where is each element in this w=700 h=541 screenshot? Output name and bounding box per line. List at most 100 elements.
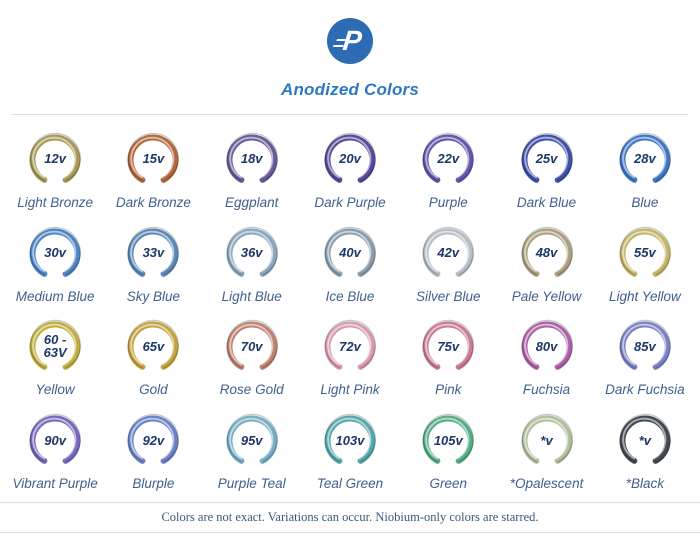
ring-image: 90v xyxy=(25,411,85,471)
ring-image: 85v xyxy=(615,317,675,377)
color-name: Purple xyxy=(428,194,468,210)
voltage-label: 105v xyxy=(433,432,463,448)
color-name: Gold xyxy=(139,382,168,398)
color-swatch: 103v Teal Green xyxy=(301,411,399,491)
ring-image: 48v xyxy=(517,224,577,284)
color-swatch: *v *Black xyxy=(596,411,694,491)
color-name: Dark Bronze xyxy=(115,194,191,210)
color-swatch: 70v Rose Gold xyxy=(203,317,301,397)
voltage-label: 72v xyxy=(339,338,361,354)
ring-image: 72v xyxy=(320,317,380,377)
color-swatch: 65v Gold xyxy=(104,317,202,397)
ring-image: 65v xyxy=(123,317,183,377)
ring-image: 30v xyxy=(25,224,85,284)
color-swatch: 33v Sky Blue xyxy=(104,224,202,304)
color-swatch: 40v Ice Blue xyxy=(301,224,399,304)
voltage-label: 65v xyxy=(142,338,165,354)
voltage-label: 25v xyxy=(535,151,558,167)
voltage-label: 36v xyxy=(240,245,263,260)
color-name: Fuchsia xyxy=(522,382,571,398)
color-grid: 12v Light Bronze 15v Dark Bronze 18v Egg… xyxy=(0,115,700,502)
color-name: Medium Blue xyxy=(15,288,95,304)
ring-image: 42v xyxy=(418,224,478,284)
voltage-label: 30v xyxy=(44,245,66,260)
voltage-label: 28v xyxy=(633,151,656,167)
color-swatch: *v *Opalescent xyxy=(497,411,595,491)
color-name: Blue xyxy=(631,194,659,210)
ring-image: 36v xyxy=(222,224,282,284)
logo-p-icon: P xyxy=(341,25,364,56)
ring-image: 105v xyxy=(418,411,478,471)
color-swatch: 20v Dark Purple xyxy=(301,130,399,210)
ring-image: 95v xyxy=(222,411,282,471)
ring-image: 15v xyxy=(123,130,183,190)
color-swatch: 85v Dark Fuchsia xyxy=(596,317,694,397)
ring-image: 12v xyxy=(25,130,85,190)
color-name: Light Yellow xyxy=(608,288,681,304)
page-title: Anodized Colors xyxy=(280,80,420,99)
ring-image: 55v xyxy=(615,224,675,284)
voltage-label: 18v xyxy=(240,151,263,167)
ring-image: 40v xyxy=(320,224,380,284)
color-name: Dark Fuchsia xyxy=(605,382,685,398)
color-name: Light Pink xyxy=(320,382,380,398)
color-swatch: 60 - 63V Yellow xyxy=(6,317,104,397)
color-name: Ice Blue xyxy=(325,288,375,304)
ring-image: 80v xyxy=(517,317,577,377)
color-name: Eggplant xyxy=(225,194,279,210)
color-swatch: 105v Green xyxy=(399,411,497,491)
ring-image: 20v xyxy=(320,130,380,190)
ring-image: 75v xyxy=(418,317,478,377)
color-swatch: 48v Pale Yellow xyxy=(497,224,595,304)
voltage-label: 75v xyxy=(437,338,460,354)
color-swatch: 15v Dark Bronze xyxy=(104,130,202,210)
color-name: Green xyxy=(429,476,468,492)
brand-logo: P xyxy=(327,18,373,64)
color-swatch: 25v Dark Blue xyxy=(497,130,595,210)
color-name: Pale Yellow xyxy=(511,288,582,304)
color-name: Purple Teal xyxy=(217,476,286,492)
color-swatch: 75v Pink xyxy=(399,317,497,397)
color-name: Teal Green xyxy=(316,476,384,492)
ring-image: 22v xyxy=(418,130,478,190)
voltage-label: 20v xyxy=(339,151,361,167)
color-name: Silver Blue xyxy=(416,288,481,304)
ring-image: 28v xyxy=(615,130,675,190)
footer-note: Colors are not exact. Variations can occ… xyxy=(161,510,539,524)
ring-image: 25v xyxy=(517,130,577,190)
voltage-label: 12v xyxy=(44,151,66,167)
color-name: *Black xyxy=(625,476,664,492)
color-swatch: 28v Blue xyxy=(596,130,694,210)
ring-image: *v xyxy=(615,411,675,471)
ring-image: 33v xyxy=(123,224,183,284)
color-name: Yellow xyxy=(35,382,75,398)
voltage-label: 85v xyxy=(633,338,656,354)
voltage-label: *v xyxy=(638,432,651,448)
voltage-label: *v xyxy=(540,432,553,448)
color-swatch: 18v Eggplant xyxy=(203,130,301,210)
color-swatch: 55v Light Yellow xyxy=(596,224,694,304)
color-swatch: 72v Light Pink xyxy=(301,317,399,397)
voltage-label: 60 - 63V xyxy=(43,332,67,361)
voltage-label: 40v xyxy=(339,245,361,260)
ring-image: 70v xyxy=(222,317,282,377)
color-swatch: 12v Light Bronze xyxy=(6,130,104,210)
ring-image: 18v xyxy=(222,130,282,190)
color-swatch: 30v Medium Blue xyxy=(6,224,104,304)
color-swatch: 22v Purple xyxy=(399,130,497,210)
voltage-label: 70v xyxy=(240,338,263,354)
color-swatch: 92v Blurple xyxy=(104,411,202,491)
color-name: *Opalescent xyxy=(509,476,584,492)
color-name: Rose Gold xyxy=(219,382,284,398)
color-name: Dark Purple xyxy=(314,194,386,210)
color-swatch: 36v Light Blue xyxy=(203,224,301,304)
color-swatch: 95v Purple Teal xyxy=(203,411,301,491)
color-name: Light Blue xyxy=(221,288,282,304)
header: P Anodized Colors xyxy=(0,0,700,100)
voltage-label: 22v xyxy=(437,151,460,167)
voltage-label: 90v xyxy=(44,432,66,448)
voltage-label: 92v xyxy=(142,432,165,448)
voltage-label: 42v xyxy=(437,245,460,260)
color-swatch: 80v Fuchsia xyxy=(497,317,595,397)
